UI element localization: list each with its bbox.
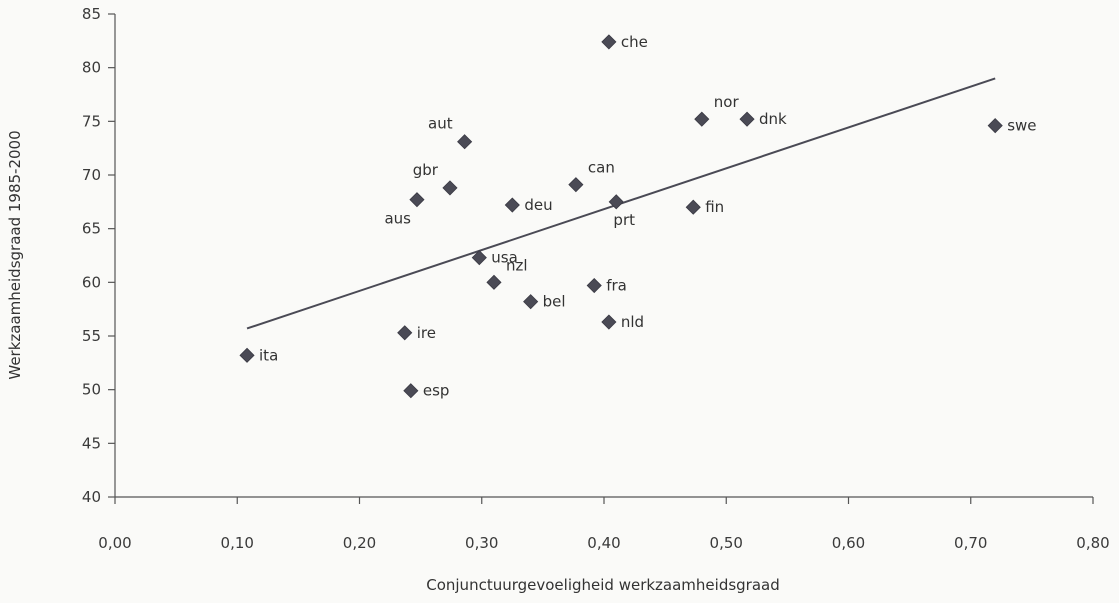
data-point-fin xyxy=(685,199,701,215)
y-tick-label: 85 xyxy=(82,5,101,23)
data-point-fra xyxy=(586,277,602,294)
y-tick-label: 75 xyxy=(82,112,101,130)
y-tick-label: 70 xyxy=(82,166,101,184)
x-tick-label: 0,60 xyxy=(832,534,865,552)
data-point-deu xyxy=(504,197,520,213)
data-point-aus xyxy=(409,192,425,208)
x-tick-label: 0,20 xyxy=(343,534,376,552)
y-tick-label: 45 xyxy=(82,434,101,452)
point-label-fra: fra xyxy=(606,277,627,295)
data-point-nor xyxy=(694,111,710,127)
x-tick-label: 0,40 xyxy=(587,534,620,552)
point-label-aus: aus xyxy=(384,210,411,228)
point-label-nzl: nzl xyxy=(506,256,528,274)
y-tick-label: 50 xyxy=(82,381,101,399)
data-point-gbr xyxy=(442,180,458,196)
data-point-swe xyxy=(987,118,1003,134)
y-tick-label: 40 xyxy=(82,488,101,506)
x-axis-title: Conjunctuurgevoeligheid werkzaamheidsgra… xyxy=(426,576,780,594)
data-point-dnk xyxy=(739,111,755,127)
data-point-nzl xyxy=(486,274,502,290)
x-tick-label: 0,30 xyxy=(465,534,498,552)
point-label-aut: aut xyxy=(428,115,453,133)
data-point-prt xyxy=(608,194,624,210)
data-point-esp xyxy=(403,383,419,399)
point-label-esp: esp xyxy=(423,382,450,400)
point-label-dnk: dnk xyxy=(759,110,787,128)
point-label-nor: nor xyxy=(714,93,740,111)
x-tick-label: 0,10 xyxy=(221,534,254,552)
point-label-can: can xyxy=(588,159,615,177)
point-label-fin: fin xyxy=(705,198,724,216)
point-label-gbr: gbr xyxy=(413,161,439,179)
data-point-ire xyxy=(397,325,413,341)
point-label-che: che xyxy=(621,33,648,51)
point-label-ire: ire xyxy=(417,324,436,342)
data-point-aut xyxy=(457,134,473,150)
data-point-nld xyxy=(601,314,617,330)
x-tick-label: 0,50 xyxy=(710,534,743,552)
point-label-prt: prt xyxy=(613,211,635,229)
point-label-ita: ita xyxy=(259,346,278,364)
y-tick-label: 65 xyxy=(82,220,101,238)
data-point-ita xyxy=(239,347,255,363)
point-label-nld: nld xyxy=(621,313,644,331)
x-tick-label: 0,00 xyxy=(98,534,131,552)
y-tick-label: 60 xyxy=(82,273,101,291)
y-axis-title: Werkzaamheidsgraad 1985-2000 xyxy=(6,130,24,379)
point-label-usa: usa xyxy=(491,249,518,267)
data-point-che xyxy=(601,34,617,50)
point-label-bel: bel xyxy=(543,293,566,311)
x-tick-label: 0,70 xyxy=(954,534,987,552)
data-point-usa xyxy=(471,250,487,266)
y-tick-label: 55 xyxy=(82,327,101,345)
data-point-can xyxy=(568,177,584,193)
x-tick-label: 0,80 xyxy=(1076,534,1109,552)
point-label-deu: deu xyxy=(524,196,552,214)
point-label-swe: swe xyxy=(1007,117,1036,135)
y-tick-label: 80 xyxy=(82,59,101,77)
data-point-bel xyxy=(523,294,539,310)
